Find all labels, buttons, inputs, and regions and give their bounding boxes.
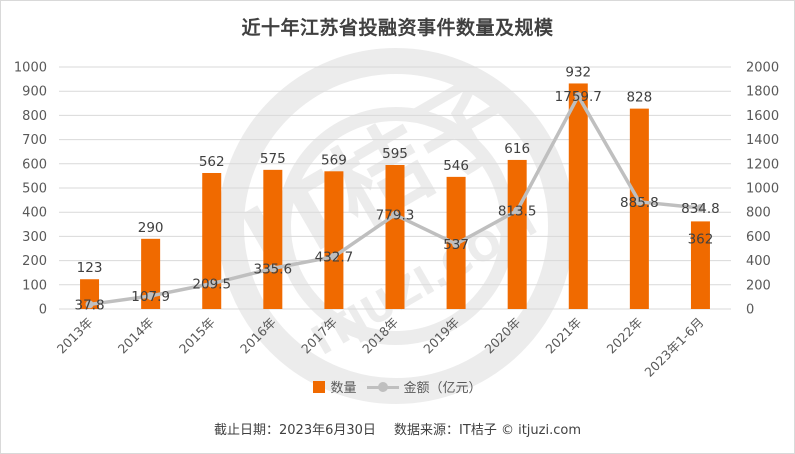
bar bbox=[202, 172, 222, 309]
line-value-label: 432.7 bbox=[315, 250, 354, 266]
line-value-label: 834.8 bbox=[681, 201, 720, 217]
legend-item-count: 数量 bbox=[313, 377, 357, 396]
y-left-tick-label: 600 bbox=[22, 157, 47, 172]
bar-value-label: 546 bbox=[443, 158, 469, 174]
y-right-tick-label: 2000 bbox=[746, 61, 779, 76]
bar bbox=[141, 238, 161, 309]
line-point bbox=[635, 197, 644, 206]
line-point bbox=[329, 252, 338, 261]
y-right-tick-label: 0 bbox=[746, 303, 754, 318]
bar-series bbox=[80, 83, 710, 310]
y-right-tick-label: 200 bbox=[746, 278, 771, 293]
line-point bbox=[452, 240, 461, 249]
bar bbox=[385, 165, 405, 309]
x-tick-label: 2014年 bbox=[115, 315, 157, 357]
bar bbox=[507, 159, 527, 309]
bar-value-label: 362 bbox=[688, 231, 714, 247]
y-left-tick-label: 1000 bbox=[14, 61, 47, 76]
y-right-tick-label: 1200 bbox=[746, 157, 779, 172]
line-point bbox=[391, 210, 399, 219]
x-tick-label: 2021年 bbox=[542, 315, 584, 357]
y-right-tick-label: 1600 bbox=[746, 109, 779, 124]
y-left-tick-label: 800 bbox=[22, 109, 47, 124]
chart-title: 近十年江苏省投融资事件数量及规模 bbox=[241, 17, 554, 39]
y-left-tick-label: 900 bbox=[22, 85, 47, 100]
x-tick-label: 2023年1-6月 bbox=[641, 315, 706, 380]
bar-value-label: 569 bbox=[321, 152, 347, 168]
y-left-tick-label: 500 bbox=[22, 182, 47, 197]
line-point bbox=[513, 206, 522, 215]
line-value-label: 209.5 bbox=[192, 277, 231, 293]
y-right-tick-label: 1800 bbox=[746, 85, 779, 100]
y-right-tick-label: 1000 bbox=[746, 182, 779, 197]
line-value-label: 1759.7 bbox=[555, 89, 602, 105]
footer-source: 数据来源：IT桔子 © itjuzi.com bbox=[394, 423, 581, 438]
bar bbox=[629, 108, 649, 310]
y-left-tick-label: 100 bbox=[22, 278, 47, 293]
bar-value-label: 616 bbox=[504, 141, 530, 157]
legend-amount-label: 金额（亿元） bbox=[403, 381, 482, 396]
line-point bbox=[696, 203, 705, 212]
line-point bbox=[207, 279, 216, 288]
x-tick-label: 2015年 bbox=[176, 315, 218, 357]
legend-item-amount: 金额（亿元） bbox=[366, 377, 482, 396]
y-right-tick-label: 1400 bbox=[746, 133, 779, 148]
bar bbox=[568, 83, 588, 310]
line-value-label: 885.8 bbox=[620, 195, 659, 211]
bar bbox=[690, 221, 710, 309]
bar-value-label: 123 bbox=[77, 260, 103, 276]
bar-value-label: 575 bbox=[260, 151, 286, 167]
data-labels: 123 290 562 575 569 595 546 616 932 828 362 37.8 107… bbox=[75, 64, 720, 313]
y-right-tick-label: 800 bbox=[746, 206, 771, 221]
line-point bbox=[268, 264, 277, 273]
y-left-tick-label: 200 bbox=[22, 254, 47, 269]
bar-value-label: 828 bbox=[626, 90, 652, 106]
line-point bbox=[85, 300, 94, 309]
y-right-tick-label: 400 bbox=[746, 254, 771, 269]
bar-value-label: 595 bbox=[382, 146, 408, 162]
y-left-tick-label: 0 bbox=[39, 303, 47, 318]
chart-legend: 数量 金额（亿元） bbox=[1, 377, 794, 396]
bar bbox=[324, 171, 344, 309]
line-value-label: 537 bbox=[443, 237, 469, 253]
line-value-label: 813.5 bbox=[498, 204, 537, 220]
footer-date: 截止日期：2023年6月30日 bbox=[214, 423, 376, 438]
x-tick-label: 2013年 bbox=[54, 315, 96, 357]
y-left-tick-label: 700 bbox=[22, 133, 47, 148]
line-value-label: 37.8 bbox=[75, 297, 105, 313]
line-point bbox=[146, 291, 155, 300]
y-right-tick-label: 600 bbox=[746, 230, 771, 245]
legend-line-swatch bbox=[366, 381, 399, 393]
line-series bbox=[85, 92, 705, 309]
bar-value-label: 932 bbox=[565, 64, 591, 80]
legend-bar-swatch bbox=[313, 380, 326, 393]
line-point bbox=[574, 92, 583, 101]
line-value-label: 779.3 bbox=[376, 208, 415, 224]
y-left-tick-label: 300 bbox=[22, 230, 47, 245]
bar bbox=[80, 279, 100, 309]
line-value-label: 107.9 bbox=[131, 289, 170, 305]
bar-value-label: 290 bbox=[138, 220, 164, 236]
y-left-tick-label: 400 bbox=[22, 206, 47, 221]
x-tick-label: 2022年 bbox=[604, 315, 646, 357]
chart-footer: 截止日期：2023年6月30日 数据来源：IT桔子 © itjuzi.com bbox=[1, 419, 794, 438]
bar-value-label: 562 bbox=[199, 154, 225, 170]
bar bbox=[263, 169, 283, 309]
line-value-label: 335.6 bbox=[253, 261, 292, 277]
legend-count-label: 数量 bbox=[330, 381, 357, 396]
